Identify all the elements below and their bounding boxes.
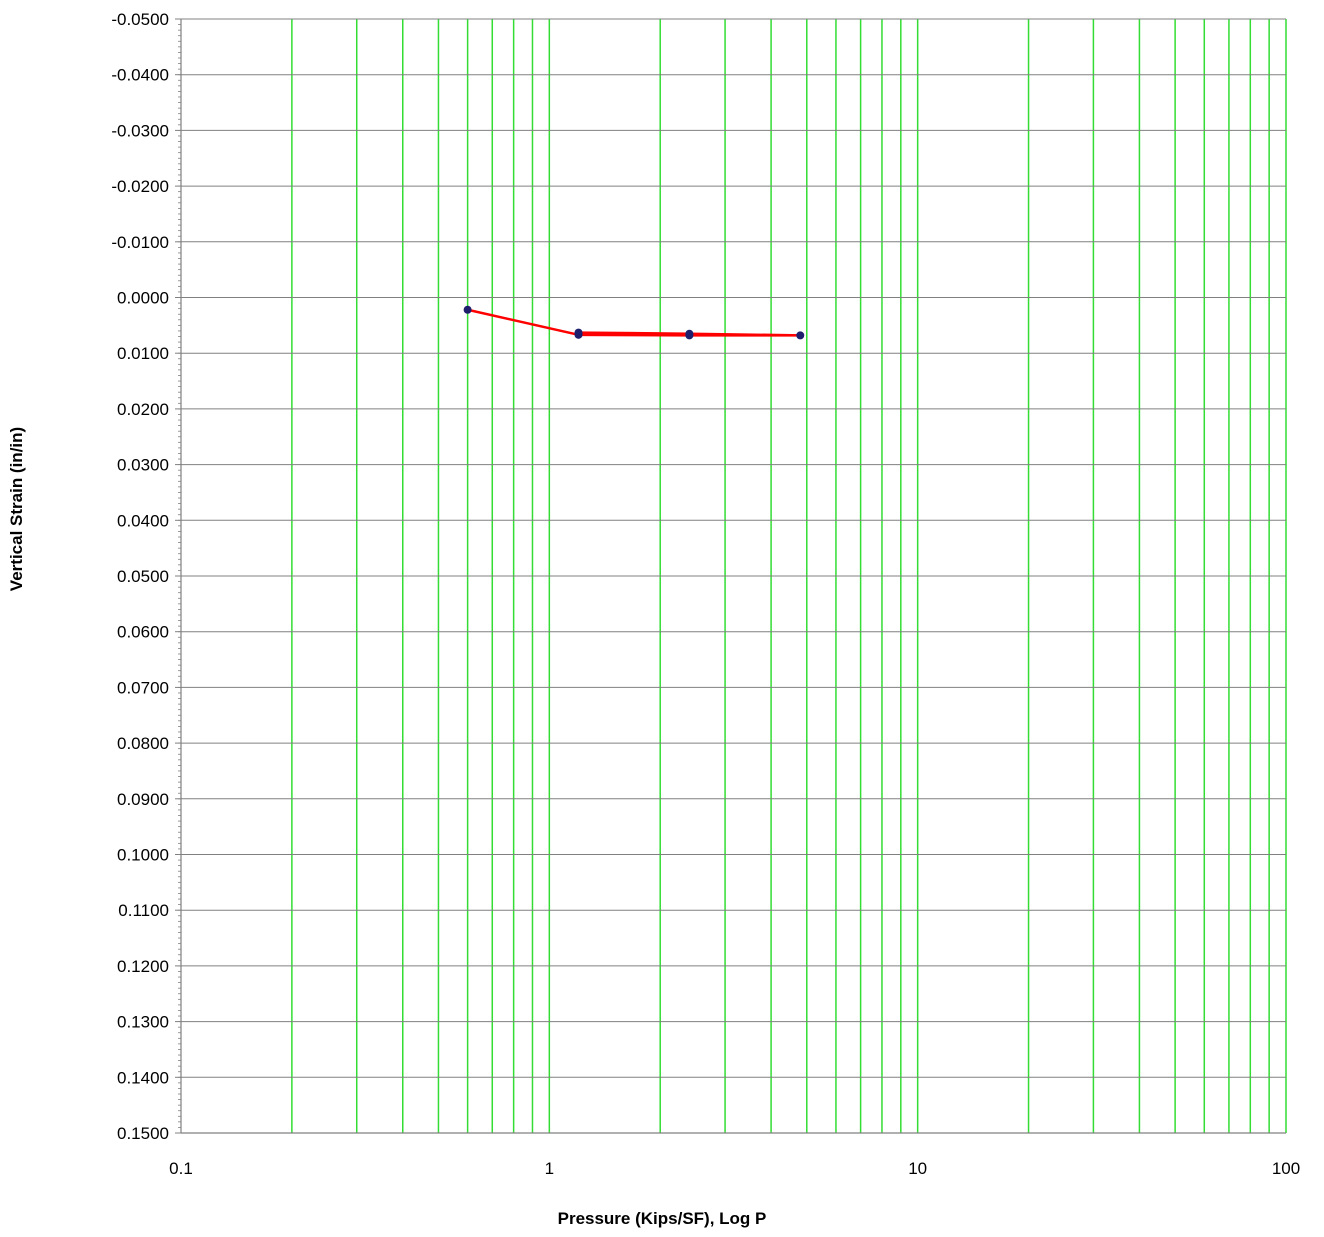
x-tick-label: 0.1 xyxy=(169,1159,193,1178)
y-gridlines xyxy=(181,18,1286,1134)
y-tick-label: 0.1100 xyxy=(118,901,169,920)
axes xyxy=(175,18,1286,1134)
x-tick-label: 1 xyxy=(545,1159,554,1178)
x-tick-label: 10 xyxy=(908,1159,927,1178)
y-axis-title: Vertical Strain (in/in) xyxy=(7,427,26,591)
y-tick-label: 0.0000 xyxy=(117,289,169,308)
y-tick-label: 0.0200 xyxy=(117,400,169,419)
plot-series xyxy=(463,305,805,340)
y-tick-label: 0.1400 xyxy=(117,1068,169,1087)
x-tick-label: 100 xyxy=(1272,1159,1300,1178)
y-tick-label: 0.0600 xyxy=(117,623,169,642)
y-tick-label: 0.0700 xyxy=(117,678,169,697)
data-point xyxy=(685,329,694,338)
series-line xyxy=(467,308,802,337)
y-tick-label: 0.0900 xyxy=(117,790,169,809)
y-tick-label: 0.1000 xyxy=(117,846,169,865)
y-tick-label: -0.0400 xyxy=(111,66,169,85)
x-tick-labels: 0.1 1 10 100 xyxy=(169,1159,1300,1178)
y-tick-label: 0.0500 xyxy=(117,567,169,586)
y-tick-labels: -0.0500 -0.0400 -0.0300 -0.0200 -0.0100 0.000… xyxy=(111,10,169,1143)
data-point xyxy=(574,328,583,337)
data-point xyxy=(463,305,472,314)
y-tick-label: 0.0800 xyxy=(117,734,169,753)
data-point xyxy=(796,331,805,340)
y-tick-label: -0.0100 xyxy=(111,233,169,252)
x-axis-title: Pressure (Kips/SF), Log P xyxy=(558,1209,767,1228)
y-tick-label: -0.0200 xyxy=(111,177,169,196)
y-tick-label: 0.1300 xyxy=(117,1013,169,1032)
y-tick-label: -0.0500 xyxy=(111,10,169,29)
y-tick-label: 0.0100 xyxy=(117,344,169,363)
y-tick-label: 0.1500 xyxy=(117,1124,169,1143)
y-tick-label: 0.0300 xyxy=(117,456,169,475)
y-tick-label: -0.0300 xyxy=(111,121,169,140)
y-tick-label: 0.0400 xyxy=(117,511,169,530)
y-tick-label: 0.1200 xyxy=(117,957,169,976)
